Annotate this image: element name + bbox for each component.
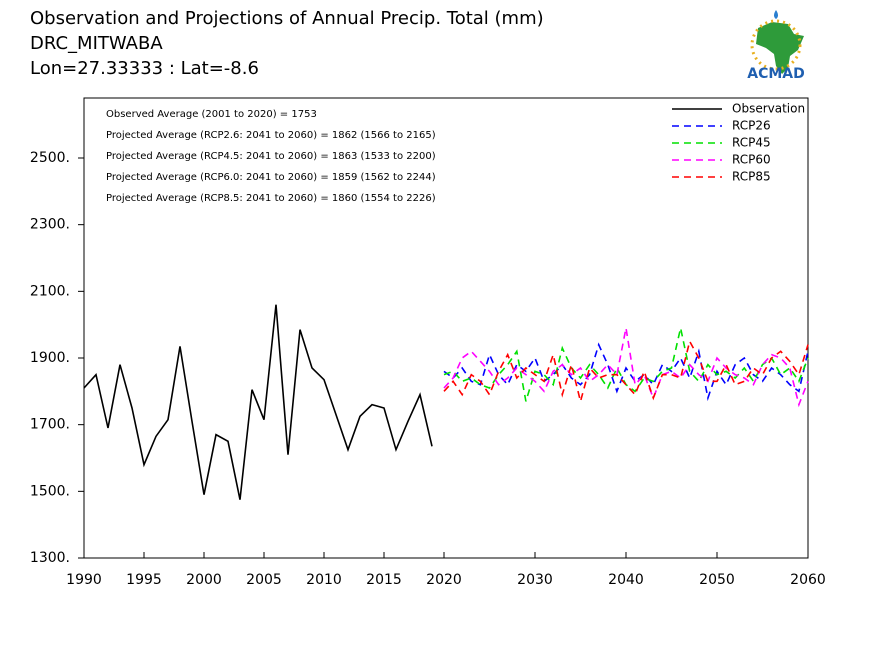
x-tick-label: 2060 xyxy=(790,572,826,588)
x-tick-label: 2005 xyxy=(246,572,282,588)
y-tick-label: 1700. xyxy=(30,417,70,433)
legend-label: RCP60 xyxy=(732,153,771,167)
data-line xyxy=(83,304,433,500)
x-tick-label: 2015 xyxy=(366,572,402,588)
legend-label: RCP26 xyxy=(732,119,771,133)
y-tick-label: 2300. xyxy=(30,217,70,233)
legend-label: RCP45 xyxy=(732,136,771,150)
data-line xyxy=(443,339,809,405)
x-tick-label: 1990 xyxy=(66,572,102,588)
y-tick-label: 1500. xyxy=(30,483,70,499)
annotation: Projected Average (RCP2.6: 2041 to 2060)… xyxy=(106,130,436,141)
subtitle: DRC_MITWABA xyxy=(30,33,163,54)
x-tick-label: 2040 xyxy=(608,572,644,588)
x-tick-label: 2020 xyxy=(426,572,462,588)
logo: ACMAD xyxy=(747,10,805,82)
annotation: Projected Average (RCP8.5: 2041 to 2060)… xyxy=(106,193,436,204)
legend-label: Observation xyxy=(732,102,805,116)
y-tick-label: 2100. xyxy=(30,283,70,299)
chart-title: Observation and Projections of Annual Pr… xyxy=(30,8,544,29)
x-tick-label: 2030 xyxy=(517,572,553,588)
x-tick-label: 2010 xyxy=(306,572,342,588)
data-line xyxy=(443,342,809,402)
y-tick-label: 1300. xyxy=(30,550,70,566)
x-tick-label: 1995 xyxy=(126,572,162,588)
y-tick-label: 1900. xyxy=(30,350,70,366)
logo-text: ACMAD xyxy=(747,66,805,82)
x-tick-label: 2000 xyxy=(186,572,222,588)
y-tick-label: 2500. xyxy=(30,150,70,166)
data-line xyxy=(443,327,809,408)
annotation: Observed Average (2001 to 2020) = 1753 xyxy=(106,109,317,120)
x-tick-label: 2050 xyxy=(699,572,735,588)
legend-label: RCP85 xyxy=(732,170,771,184)
plot-frame xyxy=(83,97,809,559)
annotation: Projected Average (RCP4.5: 2041 to 2060)… xyxy=(106,151,436,162)
subtitle: Lon=27.33333 : Lat=-8.6 xyxy=(30,58,259,79)
annotation: Projected Average (RCP6.0: 2041 to 2060)… xyxy=(106,172,436,183)
